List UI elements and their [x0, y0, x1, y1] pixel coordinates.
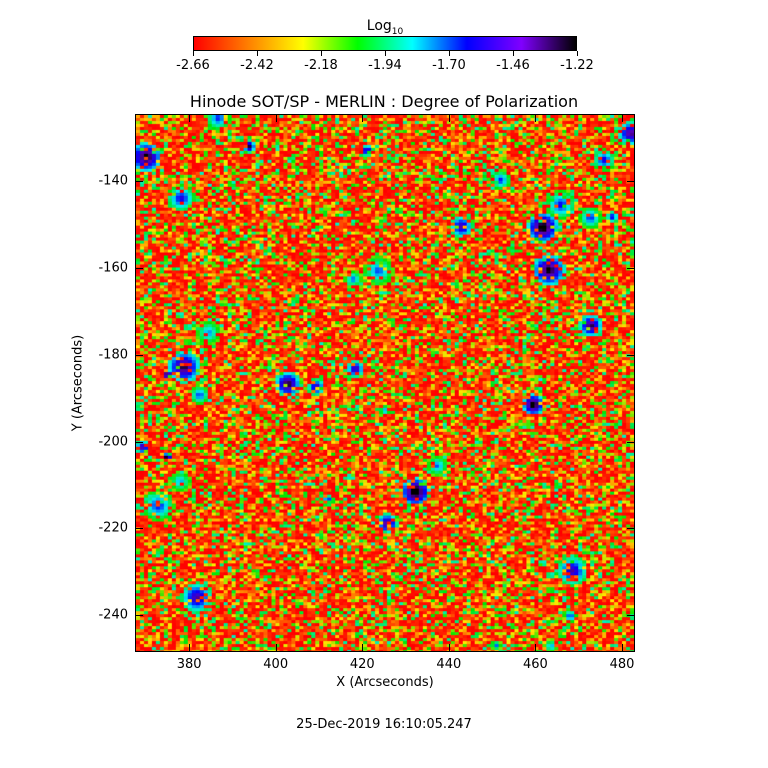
x-tick	[535, 644, 537, 652]
x-tick	[275, 114, 277, 122]
y-tick	[135, 181, 143, 183]
y-tick	[627, 528, 635, 530]
y-tick	[135, 268, 143, 270]
y-tick-label: -200	[98, 434, 128, 450]
x-tick	[362, 644, 364, 652]
colorbar-tick-label: -1.22	[560, 58, 594, 73]
x-tick	[622, 644, 623, 652]
y-tick	[627, 354, 635, 356]
colorbar-tick	[448, 51, 450, 56]
colorbar-tick	[256, 51, 258, 56]
colorbar-tick	[384, 51, 386, 56]
colorbar-tick-label: -1.46	[496, 58, 530, 73]
colorbar-tick-label: -2.66	[176, 58, 210, 73]
plot-title: Hinode SOT/SP - MERLIN : Degree of Polar…	[189, 92, 579, 111]
x-tick-label: 420	[349, 657, 375, 672]
y-tick-label: -180	[98, 347, 128, 363]
colorbar-tick-label: -1.70	[432, 58, 466, 73]
colorbar-tick-label: -1.94	[368, 58, 402, 73]
x-tick	[275, 644, 277, 652]
y-tick	[627, 181, 635, 183]
polarization-map	[135, 114, 635, 652]
colorbar-tick-label: -2.18	[304, 58, 338, 73]
y-tick-label: -220	[98, 520, 128, 536]
y-tick	[135, 615, 143, 617]
colorbar-tick	[320, 51, 322, 56]
colorbar-tick	[512, 51, 514, 56]
colorbar-title: Log10	[366, 18, 404, 37]
colorbar-tick-label: -2.42	[240, 58, 274, 73]
x-tick-label: 440	[436, 657, 462, 672]
y-tick	[135, 441, 143, 443]
x-tick	[189, 114, 191, 122]
colorbar-tick	[576, 51, 578, 56]
y-tick	[627, 615, 635, 617]
x-tick	[362, 114, 364, 122]
colorbar	[193, 36, 577, 51]
x-axis-title: X (Arcseconds)	[336, 675, 434, 690]
timestamp: 25-Dec-2019 16:10:05.247	[296, 717, 472, 732]
y-tick	[135, 528, 143, 530]
x-tick-label: 460	[523, 657, 548, 672]
y-tick-label: -160	[98, 260, 128, 276]
x-tick-label: 400	[263, 657, 289, 672]
x-tick-label: 480	[609, 657, 635, 672]
x-tick	[622, 114, 623, 122]
y-tick-label: -240	[98, 607, 128, 623]
x-tick	[535, 114, 537, 122]
y-tick-label: -140	[98, 173, 128, 189]
y-tick	[627, 268, 635, 270]
x-tick-label: 380	[176, 657, 202, 672]
x-tick	[189, 644, 191, 652]
y-axis-title: Y (Arcseconds)	[70, 334, 86, 432]
polarization-image	[136, 115, 634, 651]
y-tick	[135, 354, 143, 356]
x-tick	[448, 114, 450, 122]
colorbar-tick	[192, 51, 194, 56]
y-tick	[627, 441, 635, 443]
x-tick	[448, 644, 450, 652]
